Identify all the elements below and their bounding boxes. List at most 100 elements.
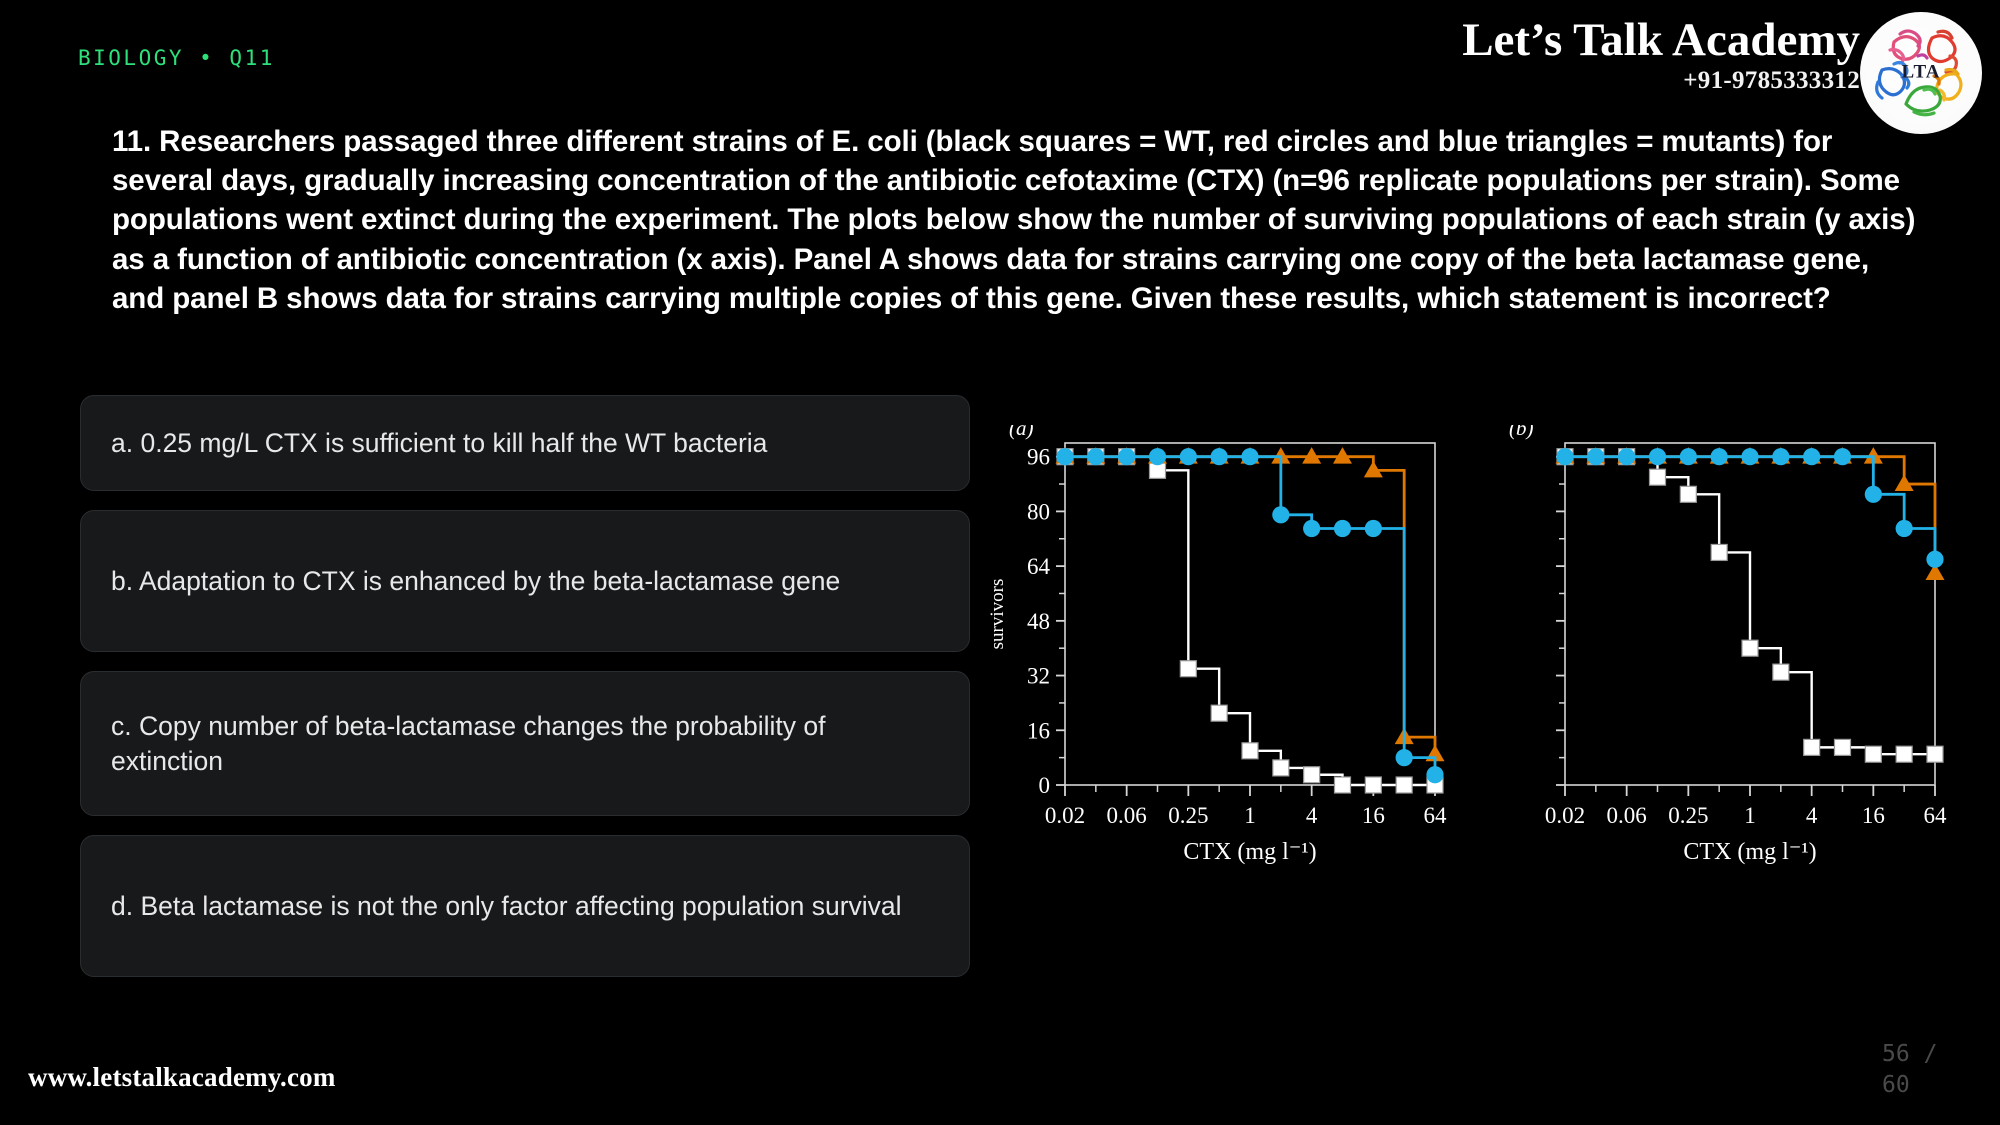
marker-circle [1241,448,1259,466]
answer-options-list: a. 0.25 mg/L CTX is sufficient to kill h… [80,395,970,996]
x-tick-label: 0.25 [1168,803,1208,828]
marker-square [1833,738,1852,756]
marker-circle [1364,519,1382,538]
survivors-chart-svg: (a) 0 16 32 48 64 80 96 survivors 0.02 0.06 0.25 1 4 1… [987,425,1947,865]
x-tick-label: 0.06 [1607,803,1647,828]
x-tick-label: 0.06 [1107,803,1147,828]
chart-panel-a: (a) 0 16 32 48 64 80 96 survivors 0.02 0.06 0.25 1 4 1… [987,425,1447,865]
panel-label-b: (b) [1509,425,1534,440]
marker-circle [1803,448,1821,466]
marker-square [1210,704,1228,722]
x-tick-label: 4 [1306,803,1318,828]
marker-circle [1833,448,1852,466]
marker-circle [1772,448,1790,466]
y-axis-label: survivors [987,579,1008,650]
marker-square [1741,639,1759,657]
marker-circle [1395,749,1413,767]
y-tick-label: 96 [1027,445,1050,470]
answer-option-d-label: d. Beta lactamase is not the only factor… [111,890,902,921]
marker-circle [1333,519,1352,538]
series-line [1065,455,1437,755]
x-tick-label: 4 [1806,803,1818,828]
x-tick-label: 0.02 [1045,803,1085,828]
marker-circle [1679,448,1697,466]
survivors-vs-ctx-figure: (a) 0 16 32 48 64 80 96 survivors 0.02 0.06 0.25 1 4 1… [975,425,1975,925]
y-tick-label: 48 [1027,609,1050,634]
marker-square [1864,745,1882,763]
marker-circle [1056,448,1074,466]
brand-block: Let’s Talk Academy +91-9785333312 [1462,14,1860,95]
answer-option-c-label: c. Copy number of beta-lactamase changes… [111,710,826,776]
marker-triangle [1333,447,1352,464]
marker-circle [1895,519,1913,538]
page-separator: / [1923,1040,1938,1067]
series-square [1056,448,1444,794]
marker-circle [1556,448,1574,466]
series-circle [1556,448,1944,568]
y-tick-label: 64 [1027,554,1051,579]
website-url: www.letstalkacademy.com [28,1062,336,1092]
marker-square [1926,745,1944,763]
brand-phone: +91-9785333312 [1683,67,1860,95]
x-tick-label: 16 [1362,803,1385,828]
x-tick-label: 64 [1924,803,1948,828]
marker-triangle [1925,563,1945,580]
x-axis-label: CTX (mg l⁻¹) [1183,839,1316,865]
question-text: 11. Researchers passaged three different… [112,125,1916,315]
marker-circle [1148,448,1167,466]
page-current: 56 [1882,1040,1910,1067]
marker-circle [1426,766,1444,784]
marker-square [1333,776,1352,794]
marker-circle [1648,448,1667,466]
marker-square [1648,468,1667,486]
marker-circle [1179,448,1197,466]
answer-option-a[interactable]: a. 0.25 mg/L CTX is sufficient to kill h… [80,395,970,491]
series-circle [1056,448,1444,784]
marker-circle [1587,448,1605,466]
chart-panel-b: (b) 0.02 0.06 0.25 1 4 16 64 CTX (mg l⁻¹) [1509,425,1947,865]
marker-circle [1303,519,1321,538]
answer-option-b[interactable]: b. Adaptation to CTX is enhanced by the … [80,510,970,652]
marker-square [1364,776,1382,794]
series-square [1556,448,1944,763]
answer-option-d[interactable]: d. Beta lactamase is not the only factor… [80,835,970,977]
brand-title: Let’s Talk Academy [1462,14,1860,66]
answer-option-a-label: a. 0.25 mg/L CTX is sufficient to kill h… [111,427,768,458]
marker-circle [1618,448,1636,466]
answer-option-b-label: b. Adaptation to CTX is enhanced by the … [111,565,841,596]
x-tick-label: 0.25 [1668,803,1708,828]
academy-logo: LTA [1860,12,1982,134]
y-tick-label: 16 [1027,718,1050,743]
marker-square [1772,663,1790,681]
logo-text: LTA [1901,61,1941,83]
panel-label-a: (a) [1009,425,1034,440]
marker-circle [1087,448,1105,466]
marker-circle [1741,448,1759,466]
y-tick-label: 0 [1039,773,1051,798]
x-tick-label: 1 [1744,803,1756,828]
marker-circle [1272,506,1290,524]
answer-option-c[interactable]: c. Copy number of beta-lactamase changes… [80,671,970,816]
marker-triangle [1302,447,1322,464]
x-tick-label: 16 [1862,803,1885,828]
marker-square [1679,485,1697,503]
page-indicator: 56 / 60 [1882,1039,1960,1101]
x-tick-label: 1 [1244,803,1256,828]
marker-circle [1210,448,1228,466]
y-tick-label: 80 [1027,499,1050,524]
marker-square [1710,543,1728,562]
x-tick-label: 0.02 [1545,803,1585,828]
marker-circle [1118,448,1136,466]
marker-square [1803,738,1821,756]
marker-circle [1710,448,1728,466]
series-line [1565,455,1935,756]
marker-circle [1926,550,1944,568]
marker-triangle [1363,460,1383,478]
subject-question-kicker: BIOLOGY • Q11 [78,46,275,70]
y-tick-label: 32 [1027,664,1050,689]
series-line [1565,455,1937,560]
series-line [1065,455,1435,787]
marker-square [1395,776,1413,794]
marker-triangle [1894,474,1914,492]
